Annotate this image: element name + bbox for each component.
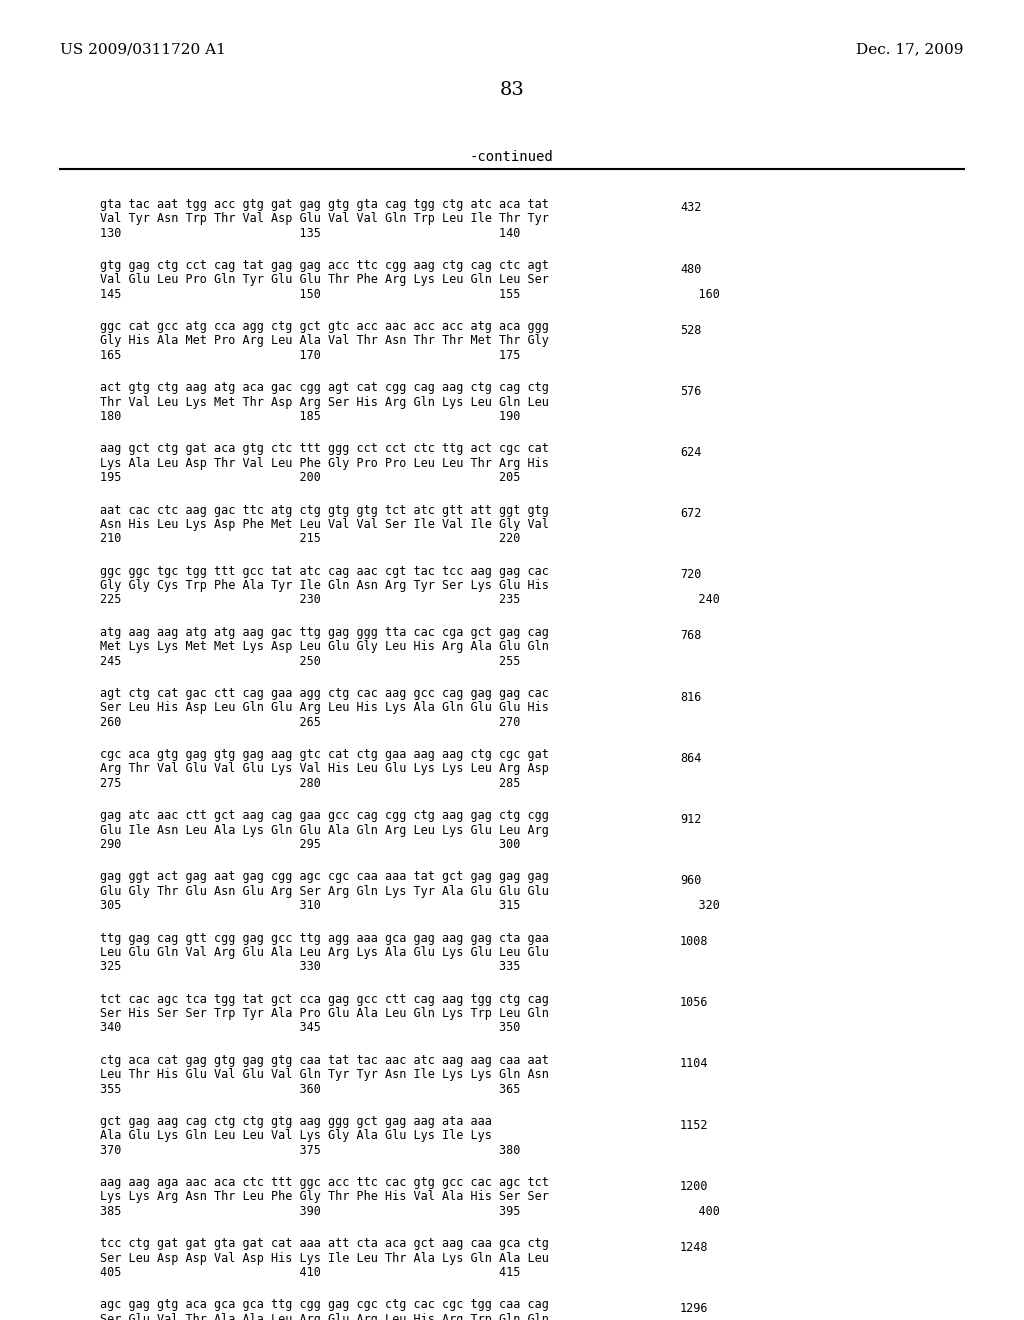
Text: ctg aca cat gag gtg gag gtg caa tat tac aac atc aag aag caa aat: ctg aca cat gag gtg gag gtg caa tat tac … <box>100 1053 549 1067</box>
Text: Lys Lys Arg Asn Thr Leu Phe Gly Thr Phe His Val Ala His Ser Ser: Lys Lys Arg Asn Thr Leu Phe Gly Thr Phe … <box>100 1191 549 1204</box>
Text: 325                         330                         335: 325 330 335 <box>100 960 520 973</box>
Text: 432: 432 <box>680 202 701 214</box>
Text: 720: 720 <box>680 569 701 581</box>
Text: 480: 480 <box>680 263 701 276</box>
Text: -continued: -continued <box>470 150 554 165</box>
Text: 1248: 1248 <box>680 1241 709 1254</box>
Text: 260                         265                         270: 260 265 270 <box>100 715 520 729</box>
Text: gag ggt act gag aat gag cgg agc cgc caa aaa tat gct gag gag gag: gag ggt act gag aat gag cgg agc cgc caa … <box>100 870 549 883</box>
Text: Lys Ala Leu Asp Thr Val Leu Phe Gly Pro Pro Leu Leu Thr Arg His: Lys Ala Leu Asp Thr Val Leu Phe Gly Pro … <box>100 457 549 470</box>
Text: Ser His Ser Ser Trp Tyr Ala Pro Glu Ala Leu Gln Lys Trp Leu Gln: Ser His Ser Ser Trp Tyr Ala Pro Glu Ala … <box>100 1007 549 1020</box>
Text: tct cac agc tca tgg tat gct cca gag gcc ctt cag aag tgg ctg cag: tct cac agc tca tgg tat gct cca gag gcc … <box>100 993 549 1006</box>
Text: 1200: 1200 <box>680 1180 709 1193</box>
Text: 83: 83 <box>500 81 524 99</box>
Text: Asn His Leu Lys Asp Phe Met Leu Val Val Ser Ile Val Ile Gly Val: Asn His Leu Lys Asp Phe Met Leu Val Val … <box>100 517 549 531</box>
Text: gct gag aag cag ctg ctg gtg aag ggg gct gag aag ata aaa: gct gag aag cag ctg ctg gtg aag ggg gct … <box>100 1115 492 1129</box>
Text: Val Glu Leu Pro Gln Tyr Glu Glu Thr Phe Arg Lys Leu Gln Leu Ser: Val Glu Leu Pro Gln Tyr Glu Glu Thr Phe … <box>100 273 549 286</box>
Text: aat cac ctc aag gac ttc atg ctg gtg gtg tct atc gtt att ggt gtg: aat cac ctc aag gac ttc atg ctg gtg gtg … <box>100 503 549 516</box>
Text: 864: 864 <box>680 751 701 764</box>
Text: 912: 912 <box>680 813 701 826</box>
Text: 165                         170                         175: 165 170 175 <box>100 348 520 362</box>
Text: 816: 816 <box>680 690 701 704</box>
Text: gtg gag ctg cct cag tat gag gag acc ttc cgg aag ctg cag ctc agt: gtg gag ctg cct cag tat gag gag acc ttc … <box>100 259 549 272</box>
Text: aag aag aga aac aca ctc ttt ggc acc ttc cac gtg gcc cac agc tct: aag aag aga aac aca ctc ttt ggc acc ttc … <box>100 1176 549 1189</box>
Text: 180                         185                         190: 180 185 190 <box>100 411 520 422</box>
Text: 768: 768 <box>680 630 701 643</box>
Text: Thr Val Leu Lys Met Thr Asp Arg Ser His Arg Gln Lys Leu Gln Leu: Thr Val Leu Lys Met Thr Asp Arg Ser His … <box>100 396 549 409</box>
Text: 624: 624 <box>680 446 701 459</box>
Text: 245                         250                         255: 245 250 255 <box>100 655 520 668</box>
Text: 1008: 1008 <box>680 935 709 948</box>
Text: 385                         390                         395                     : 385 390 395 <box>100 1205 720 1218</box>
Text: ttg gag cag gtt cgg gag gcc ttg agg aaa gca gag aag gag cta gaa: ttg gag cag gtt cgg gag gcc ttg agg aaa … <box>100 932 549 945</box>
Text: Met Lys Lys Met Met Lys Asp Leu Glu Gly Leu His Arg Ala Glu Gln: Met Lys Lys Met Met Lys Asp Leu Glu Gly … <box>100 640 549 653</box>
Text: 275                         280                         285: 275 280 285 <box>100 777 520 789</box>
Text: Ser Leu Asp Asp Val Asp His Lys Ile Leu Thr Ala Lys Gln Ala Leu: Ser Leu Asp Asp Val Asp His Lys Ile Leu … <box>100 1251 549 1265</box>
Text: 210                         215                         220: 210 215 220 <box>100 532 520 545</box>
Text: act gtg ctg aag atg aca gac cgg agt cat cgg cag aag ctg cag ctg: act gtg ctg aag atg aca gac cgg agt cat … <box>100 381 549 395</box>
Text: Arg Thr Val Glu Val Glu Lys Val His Leu Glu Lys Lys Leu Arg Asp: Arg Thr Val Glu Val Glu Lys Val His Leu … <box>100 763 549 775</box>
Text: Ala Glu Lys Gln Leu Leu Val Lys Gly Ala Glu Lys Ile Lys: Ala Glu Lys Gln Leu Leu Val Lys Gly Ala … <box>100 1130 492 1142</box>
Text: 145                         150                         155                     : 145 150 155 <box>100 288 720 301</box>
Text: 1152: 1152 <box>680 1118 709 1131</box>
Text: gag atc aac ctt gct aag cag gaa gcc cag cgg ctg aag gag ctg cgg: gag atc aac ctt gct aag cag gaa gcc cag … <box>100 809 549 822</box>
Text: 1104: 1104 <box>680 1057 709 1071</box>
Text: 1296: 1296 <box>680 1302 709 1315</box>
Text: Gly His Ala Met Pro Arg Leu Ala Val Thr Asn Thr Thr Met Thr Gly: Gly His Ala Met Pro Arg Leu Ala Val Thr … <box>100 334 549 347</box>
Text: 960: 960 <box>680 874 701 887</box>
Text: gta tac aat tgg acc gtg gat gag gtg gta cag tgg ctg atc aca tat: gta tac aat tgg acc gtg gat gag gtg gta … <box>100 198 549 211</box>
Text: Ser Leu His Asp Leu Gln Glu Arg Leu His Lys Ala Gln Glu Glu His: Ser Leu His Asp Leu Gln Glu Arg Leu His … <box>100 701 549 714</box>
Text: Glu Gly Thr Glu Asn Glu Arg Ser Arg Gln Lys Tyr Ala Glu Glu Glu: Glu Gly Thr Glu Asn Glu Arg Ser Arg Gln … <box>100 884 549 898</box>
Text: Glu Ile Asn Leu Ala Lys Gln Glu Ala Gln Arg Leu Lys Glu Leu Arg: Glu Ile Asn Leu Ala Lys Gln Glu Ala Gln … <box>100 824 549 837</box>
Text: Val Tyr Asn Trp Thr Val Asp Glu Val Val Gln Trp Leu Ile Thr Tyr: Val Tyr Asn Trp Thr Val Asp Glu Val Val … <box>100 213 549 226</box>
Text: 225                         230                         235                     : 225 230 235 <box>100 594 720 606</box>
Text: Dec. 17, 2009: Dec. 17, 2009 <box>856 42 964 57</box>
Text: 405                         410                         415: 405 410 415 <box>100 1266 520 1279</box>
Text: Leu Glu Gln Val Arg Glu Ala Leu Arg Lys Ala Glu Lys Glu Leu Glu: Leu Glu Gln Val Arg Glu Ala Leu Arg Lys … <box>100 946 549 958</box>
Text: 355                         360                         365: 355 360 365 <box>100 1082 520 1096</box>
Text: 370                         375                         380: 370 375 380 <box>100 1143 520 1156</box>
Text: 528: 528 <box>680 323 701 337</box>
Text: cgc aca gtg gag gtg gag aag gtc cat ctg gaa aag aag ctg cgc gat: cgc aca gtg gag gtg gag aag gtc cat ctg … <box>100 748 549 762</box>
Text: 576: 576 <box>680 385 701 397</box>
Text: 672: 672 <box>680 507 701 520</box>
Text: US 2009/0311720 A1: US 2009/0311720 A1 <box>60 42 226 57</box>
Text: ggc ggc tgc tgg ttt gcc tat atc cag aac cgt tac tcc aag gag cac: ggc ggc tgc tgg ttt gcc tat atc cag aac … <box>100 565 549 578</box>
Text: 195                         200                         205: 195 200 205 <box>100 471 520 484</box>
Text: Leu Thr His Glu Val Glu Val Gln Tyr Tyr Asn Ile Lys Lys Gln Asn: Leu Thr His Glu Val Glu Val Gln Tyr Tyr … <box>100 1068 549 1081</box>
Text: 305                         310                         315                     : 305 310 315 <box>100 899 720 912</box>
Text: atg aag aag atg atg aag gac ttg gag ggg tta cac cga gct gag cag: atg aag aag atg atg aag gac ttg gag ggg … <box>100 626 549 639</box>
Text: agc gag gtg aca gca gca ttg cgg gag cgc ctg cac cgc tgg caa cag: agc gag gtg aca gca gca ttg cgg gag cgc … <box>100 1299 549 1311</box>
Text: tcc ctg gat gat gta gat cat aaa att cta aca gct aag caa gca ctg: tcc ctg gat gat gta gat cat aaa att cta … <box>100 1237 549 1250</box>
Text: Gly Gly Cys Trp Phe Ala Tyr Ile Gln Asn Arg Tyr Ser Lys Glu His: Gly Gly Cys Trp Phe Ala Tyr Ile Gln Asn … <box>100 579 549 593</box>
Text: 340                         345                         350: 340 345 350 <box>100 1022 520 1035</box>
Text: aag gct ctg gat aca gtg ctc ttt ggg cct cct ctc ttg act cgc cat: aag gct ctg gat aca gtg ctc ttt ggg cct … <box>100 442 549 455</box>
Text: Ser Glu Val Thr Ala Ala Leu Arg Glu Arg Leu His Arg Trp Gln Gln: Ser Glu Val Thr Ala Ala Leu Arg Glu Arg … <box>100 1313 549 1320</box>
Text: agt ctg cat gac ctt cag gaa agg ctg cac aag gcc cag gag gag cac: agt ctg cat gac ctt cag gaa agg ctg cac … <box>100 686 549 700</box>
Text: 1056: 1056 <box>680 997 709 1010</box>
Text: 130                         135                         140: 130 135 140 <box>100 227 520 240</box>
Text: 290                         295                         300: 290 295 300 <box>100 838 520 851</box>
Text: ggc cat gcc atg cca agg ctg gct gtc acc aac acc acc atg aca ggg: ggc cat gcc atg cca agg ctg gct gtc acc … <box>100 319 549 333</box>
